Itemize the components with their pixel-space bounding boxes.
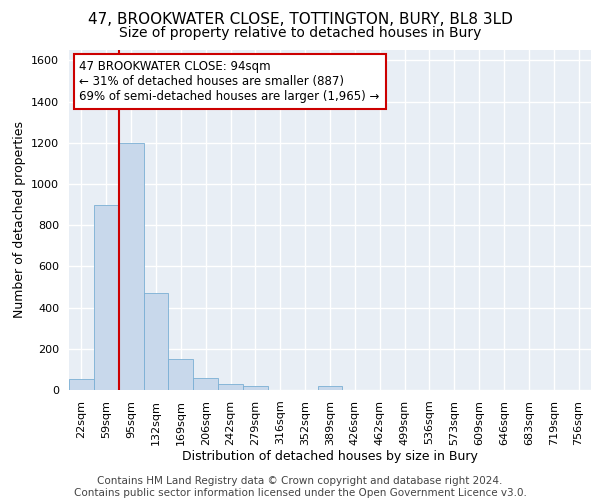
Bar	[119, 142, 143, 390]
Bar	[94, 204, 119, 390]
Bar	[69, 378, 94, 390]
Bar	[218, 384, 243, 390]
Bar	[243, 386, 268, 390]
Bar	[193, 378, 218, 390]
Bar	[143, 293, 169, 390]
Text: Size of property relative to detached houses in Bury: Size of property relative to detached ho…	[119, 26, 481, 40]
Y-axis label: Number of detached properties: Number of detached properties	[13, 122, 26, 318]
Text: Contains HM Land Registry data © Crown copyright and database right 2024.
Contai: Contains HM Land Registry data © Crown c…	[74, 476, 526, 498]
Bar	[317, 386, 343, 390]
Bar	[169, 359, 193, 390]
X-axis label: Distribution of detached houses by size in Bury: Distribution of detached houses by size …	[182, 450, 478, 464]
Text: 47 BROOKWATER CLOSE: 94sqm
← 31% of detached houses are smaller (887)
69% of sem: 47 BROOKWATER CLOSE: 94sqm ← 31% of deta…	[79, 60, 380, 103]
Text: 47, BROOKWATER CLOSE, TOTTINGTON, BURY, BL8 3LD: 47, BROOKWATER CLOSE, TOTTINGTON, BURY, …	[88, 12, 512, 28]
